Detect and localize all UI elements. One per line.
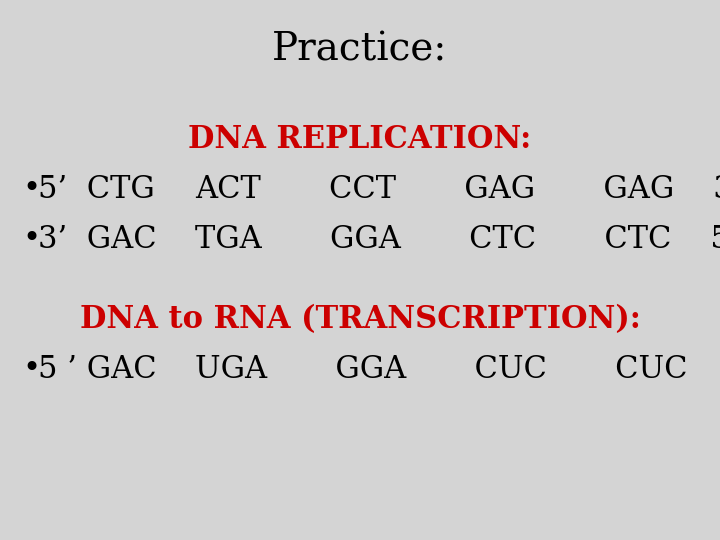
Text: UGA       GGA       CUC       CUC    3’: UGA GGA CUC CUC 3’: [195, 354, 720, 386]
Text: •: •: [22, 174, 40, 206]
Text: DNA REPLICATION:: DNA REPLICATION:: [189, 125, 531, 156]
Text: ACT       CCT       GAG       GAG    3’: ACT CCT GAG GAG 3’: [195, 174, 720, 206]
Text: 5’  CTG: 5’ CTG: [38, 174, 155, 206]
Text: DNA to RNA (TRANSCRIPTION):: DNA to RNA (TRANSCRIPTION):: [79, 305, 641, 335]
Text: •: •: [22, 354, 40, 386]
Text: TGA       GGA       CTC       CTC    5’: TGA GGA CTC CTC 5’: [195, 225, 720, 255]
Text: •: •: [22, 225, 40, 255]
Text: Practice:: Practice:: [272, 31, 448, 69]
Text: 5 ’ GAC: 5 ’ GAC: [38, 354, 157, 386]
Text: 3’  GAC: 3’ GAC: [38, 225, 157, 255]
